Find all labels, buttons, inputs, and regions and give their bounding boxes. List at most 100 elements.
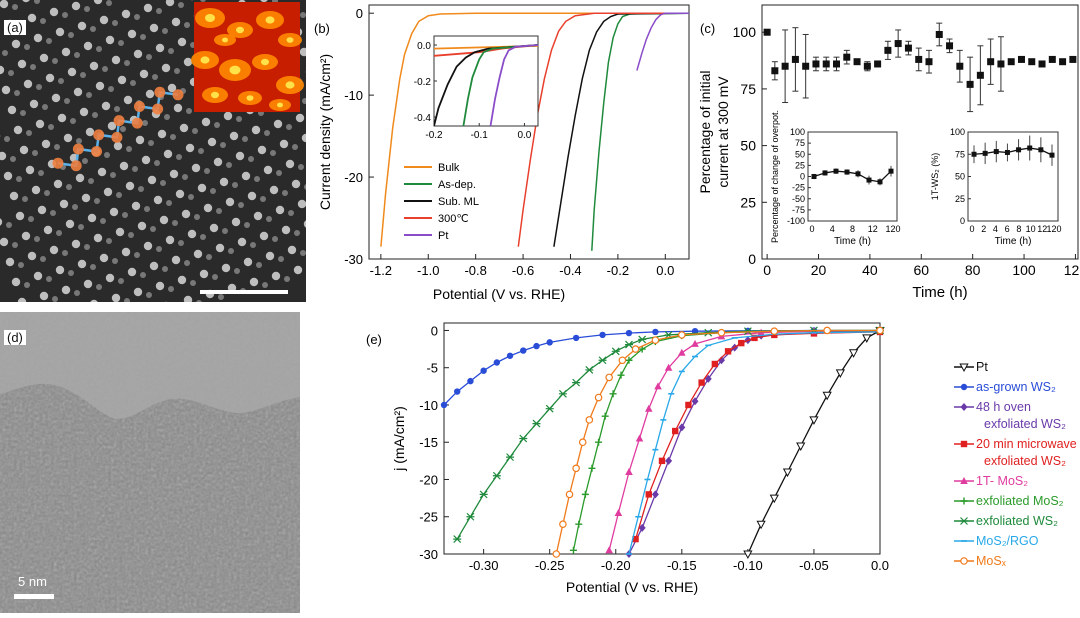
- inset-y-tick-label: 100: [790, 127, 805, 137]
- atom: [76, 174, 84, 182]
- atom: [194, 250, 202, 258]
- atom-minor: [96, 46, 102, 52]
- inset-blob-core: [236, 27, 244, 33]
- atom-minor: [70, 118, 76, 124]
- atom: [94, 234, 102, 242]
- atom: [138, 222, 146, 230]
- atom-minor: [206, 254, 212, 260]
- atom-minor: [88, 178, 94, 184]
- atom: [16, 212, 24, 220]
- marker: [606, 374, 612, 380]
- atom: [36, 120, 44, 128]
- atom-minor: [270, 150, 276, 156]
- inset-blob-core: [230, 66, 241, 75]
- atom-minor: [68, 270, 74, 276]
- atom: [58, 114, 66, 122]
- atom-minor: [200, 234, 206, 240]
- atom: [102, 102, 110, 110]
- atom-minor: [72, 204, 78, 210]
- inset-blob-core: [286, 81, 295, 88]
- atom-minor: [8, 70, 14, 76]
- atom-minor: [130, 80, 136, 86]
- inset-blob-core: [261, 59, 269, 65]
- inset-y-tick-label: 75: [795, 138, 805, 148]
- atom-minor: [140, 272, 146, 278]
- atom-minor: [278, 256, 284, 262]
- data-point: [823, 60, 830, 67]
- marker: [573, 465, 579, 471]
- atom-minor: [20, 110, 26, 116]
- atom: [292, 180, 300, 188]
- atom: [222, 264, 230, 272]
- inset-point: [834, 169, 839, 174]
- atom-minor: [30, 64, 36, 70]
- legend-entry: exfoliated WS₂: [976, 514, 1058, 528]
- atom: [64, 134, 72, 142]
- x-axis-label: Potential (V vs. RHE): [433, 286, 565, 302]
- atom-minor: [186, 108, 192, 114]
- atom-minor: [152, 74, 158, 80]
- data-point: [854, 58, 861, 65]
- marker: [961, 403, 968, 411]
- chain-atom: [114, 115, 125, 126]
- atom-minor: [244, 222, 250, 228]
- atom: [8, 106, 16, 114]
- marker: [480, 367, 486, 373]
- inset-frame: [808, 132, 897, 221]
- inset-x-tick-label: 8: [1016, 224, 1021, 234]
- x-tick-label: 120: [1064, 262, 1080, 278]
- atom: [78, 260, 86, 268]
- marker: [961, 441, 967, 447]
- inset-blob-core: [201, 56, 210, 63]
- atom: [56, 266, 64, 274]
- atom-minor: [262, 282, 268, 288]
- legend-entry: Bulk: [438, 162, 460, 174]
- data-point: [771, 67, 778, 74]
- inset-x-tick-label: 12: [868, 224, 878, 234]
- atom-minor: [172, 220, 178, 226]
- atom: [244, 258, 252, 266]
- x-tick-label: 0: [763, 262, 771, 278]
- atom-minor: [116, 192, 122, 198]
- inset-y-tick-label: -0.2: [414, 77, 432, 88]
- atom-minor: [112, 258, 118, 264]
- atom: [28, 252, 36, 260]
- atom-minor: [84, 6, 90, 12]
- scale-bar: [200, 290, 288, 294]
- y-tick-label: 0: [356, 6, 363, 21]
- atom: [260, 232, 268, 240]
- atom: [44, 226, 52, 234]
- atom: [90, 62, 98, 70]
- atom: [146, 90, 154, 98]
- atom-minor: [114, 106, 120, 112]
- atom-minor: [144, 206, 150, 212]
- atom-minor: [188, 194, 194, 200]
- atom: [50, 246, 58, 254]
- atom-minor: [120, 126, 126, 132]
- data-point: [874, 60, 881, 67]
- atom: [144, 242, 152, 250]
- x-tick-label: -0.10: [733, 558, 763, 573]
- atom-minor: [236, 116, 242, 122]
- inset-y-tick-label: 100: [950, 127, 965, 137]
- inset-blob-core: [205, 14, 215, 22]
- marker: [441, 402, 447, 408]
- atom: [66, 220, 74, 228]
- atom: [106, 274, 114, 282]
- y-tick-label: 50: [740, 138, 756, 154]
- atom-minor: [182, 174, 188, 180]
- atom-minor: [148, 140, 154, 146]
- chain-atom: [134, 101, 145, 112]
- atom-minor: [94, 198, 100, 204]
- atom-minor: [14, 90, 20, 96]
- atom: [26, 166, 34, 174]
- inset-point: [867, 178, 872, 183]
- atom: [72, 2, 80, 10]
- atom-minor: [226, 162, 232, 168]
- x-tick-label: -0.6: [512, 263, 534, 278]
- panel-label: (b): [314, 21, 330, 36]
- marker: [698, 379, 704, 385]
- x-tick-label: -0.2: [607, 263, 629, 278]
- atom-minor: [222, 228, 228, 234]
